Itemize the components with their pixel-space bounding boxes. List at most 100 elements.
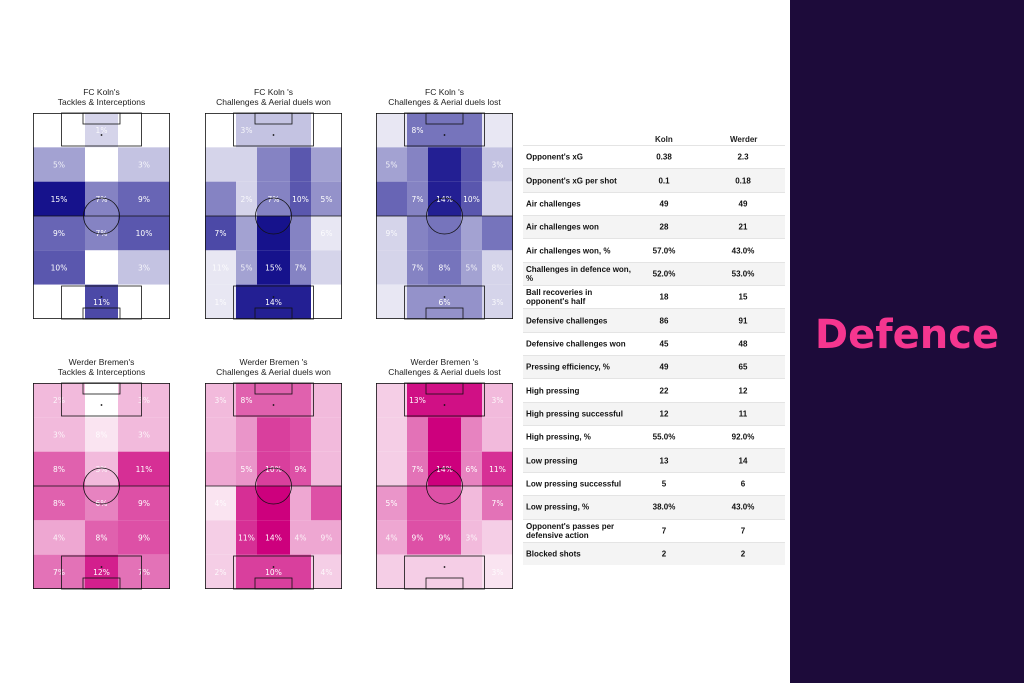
stats-rows: Opponent's xG 0.38 2.3 Opponent's xG per sh…: [523, 145, 785, 566]
heat-cell: [236, 284, 257, 319]
heat-cell: [376, 417, 407, 452]
table-row: High pressing, % 55.0% 92.0%: [523, 425, 785, 448]
heat-cell: [257, 216, 290, 251]
cell-label: 4%: [295, 534, 307, 543]
koln-value: 0.1: [658, 176, 670, 186]
heat-cell: [311, 383, 342, 418]
heat-cell: [461, 520, 482, 555]
heat-cell: [407, 216, 428, 251]
heat-cell: [376, 486, 407, 521]
cell-label: 11%: [212, 264, 229, 273]
heat-cell: [257, 486, 290, 521]
heat-cell: [257, 113, 290, 148]
cell-label: 1%: [96, 126, 108, 135]
cell-label: 11%: [489, 465, 506, 474]
heat-cell: [205, 216, 236, 251]
heat-cell: [376, 147, 407, 182]
goal-box: [254, 577, 293, 590]
cell-label: 9%: [439, 534, 451, 543]
heat-cell: [205, 383, 236, 418]
heat-cell: [428, 451, 461, 486]
heat-cell: [311, 216, 342, 251]
stats-header: Koln Werder: [523, 133, 785, 145]
cell-label: 3%: [492, 396, 504, 405]
heat-cell: [205, 250, 236, 285]
cell-label: 7%: [53, 568, 65, 577]
cell-label: 9%: [53, 229, 65, 238]
werder-value: 91: [738, 316, 748, 326]
heat-cell: [118, 181, 170, 216]
goal-box: [82, 307, 121, 320]
cell-label: 8%: [241, 396, 253, 405]
heat-cell: [311, 417, 342, 452]
koln-value: 12: [659, 409, 669, 419]
row-label: Ball recoveries in opponent's half: [526, 288, 593, 307]
heat-cell: [85, 417, 118, 452]
chart-area: FC Koln's Tackles & Interceptions 2% 1% 2% 5…: [33, 87, 785, 590]
heat-cell: [85, 520, 118, 555]
penalty-spot: [272, 566, 275, 568]
penalty-spot: [100, 134, 103, 136]
heat-cell: [85, 181, 118, 216]
cell-label: 14%: [265, 298, 282, 307]
row-label: Air challenges won, %: [526, 246, 611, 256]
row-label: Low pressing: [526, 456, 578, 466]
cell-label: 6%: [439, 298, 451, 307]
pitch-heatmap: 13% 3% 7% 14% 6% 11% 5% 7% 4% 9% 9% 3% 3%: [376, 382, 513, 590]
row-label: Defensive challenges: [526, 316, 608, 326]
row-label: Challenges in defence won, %: [526, 264, 631, 283]
werder-value: 2: [740, 549, 746, 559]
cell-label: 10%: [265, 465, 282, 474]
cell-label: 1%: [215, 298, 227, 307]
pitch-title: FC Koln 's Challenges & Aerial duels won: [216, 87, 331, 107]
cell-label: 8%: [439, 264, 451, 273]
cell-label: 3%: [138, 431, 150, 440]
heat-cell: [85, 250, 118, 285]
cell-label: 2%: [53, 126, 65, 135]
pitch-title: Werder Bremen's Tackles & Interceptions: [57, 357, 146, 377]
heat-cell: [290, 451, 311, 486]
cell-label: 5%: [466, 264, 478, 273]
heat-cell: [257, 451, 290, 486]
heat-cell: [407, 383, 428, 418]
penalty-spot: [443, 566, 446, 568]
cell-label: 3%: [492, 298, 504, 307]
heat-cell: [461, 383, 482, 418]
goal-box: [82, 577, 121, 590]
heat-cell: [118, 284, 170, 319]
heat-cell: [257, 554, 290, 589]
goal-box: [82, 382, 121, 395]
heat-cell: [461, 554, 482, 589]
penalty-spot: [100, 404, 103, 406]
goal-box: [425, 112, 464, 125]
heat-cell: [85, 147, 118, 182]
cell-label: 5%: [386, 161, 398, 170]
cell-label: 3%: [138, 264, 150, 273]
table-row: High pressing successful 12 11: [523, 401, 785, 426]
cell-label: 4%: [386, 534, 398, 543]
heat-cell: [482, 250, 513, 285]
heat-cell: [33, 417, 85, 452]
heat-cell: [290, 113, 311, 148]
heat-cell: [428, 147, 461, 182]
heat-cell: [311, 147, 342, 182]
table-row: Opponent's passes per defensive action 7 7: [523, 518, 785, 542]
cell-label: 14%: [265, 534, 282, 543]
cell-label: 12%: [93, 568, 110, 577]
heat-cell: [118, 520, 170, 555]
koln-value: 86: [659, 316, 669, 326]
heat-cell: [33, 284, 85, 319]
heat-cell: [482, 147, 513, 182]
table-row: Blocked shots 2 2: [523, 541, 785, 566]
right-panel: Defence: [790, 0, 1024, 683]
werder-value: 12: [738, 386, 748, 396]
heat-cell: [118, 216, 170, 251]
heat-cell: [33, 216, 85, 251]
cell-label: 8%: [53, 499, 65, 508]
heat-cell: [85, 486, 118, 521]
penalty-spot: [272, 296, 275, 298]
heat-cell: [118, 417, 170, 452]
heat-cell: [407, 486, 428, 521]
heat-cell: [85, 451, 118, 486]
table-row: Opponent's xG per shot 0.1 0.18: [523, 168, 785, 192]
